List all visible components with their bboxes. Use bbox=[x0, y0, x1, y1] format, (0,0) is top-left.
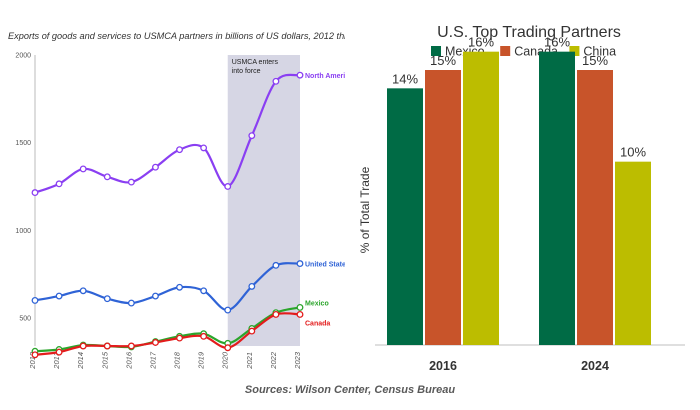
data-point-canada bbox=[31, 351, 39, 359]
x-tick-label: 2023 bbox=[293, 351, 302, 370]
legend-swatch-mexico bbox=[431, 46, 441, 56]
data-label-canada-2016: 15% bbox=[430, 53, 456, 68]
data-point-canada bbox=[127, 342, 135, 350]
data-point-north-america bbox=[103, 173, 111, 181]
data-point-united-states bbox=[272, 261, 280, 269]
data-point-canada bbox=[79, 342, 87, 350]
data-point-united-states bbox=[103, 295, 111, 303]
data-point-north-america bbox=[296, 71, 304, 79]
data-point-united-states bbox=[248, 282, 256, 290]
data-point-united-states bbox=[79, 287, 87, 295]
y-tick-label: 2000 bbox=[15, 53, 31, 60]
x-tick-label: 2022 bbox=[269, 351, 278, 370]
bar-china-2024 bbox=[615, 161, 651, 345]
y-axis-label: % of Total Trade bbox=[358, 166, 372, 253]
data-point-canada bbox=[224, 344, 232, 352]
data-point-canada bbox=[152, 339, 159, 346]
bar-mexico-2016 bbox=[387, 88, 423, 345]
data-point-north-america bbox=[272, 77, 280, 85]
y-tick-label: 500 bbox=[19, 315, 31, 322]
data-label-mexico-2016: 14% bbox=[392, 71, 418, 86]
usmca-exports-line-chart: Exports of goods and services to USMCA p… bbox=[8, 31, 345, 370]
usmca-annotation-line: into force bbox=[232, 68, 261, 75]
data-point-united-states bbox=[31, 296, 39, 304]
x-tick-label: 2016 bbox=[124, 351, 133, 370]
data-point-north-america bbox=[248, 132, 256, 140]
data-point-united-states bbox=[176, 283, 183, 291]
y-tick-label: 1500 bbox=[15, 140, 31, 147]
series-label-canada: Canada bbox=[305, 320, 330, 327]
data-point-united-states bbox=[200, 287, 208, 295]
usmca-annotation: USMCA enters into force bbox=[232, 59, 279, 75]
line-chart-title: Exports of goods and services to USMCA p… bbox=[8, 31, 345, 41]
usmca-annotation-line: USMCA enters bbox=[232, 59, 279, 66]
category-label-2016: 2016 bbox=[429, 359, 457, 373]
x-tick-label: 2012 bbox=[28, 351, 37, 370]
data-point-canada bbox=[272, 310, 280, 318]
legend-label-china: China bbox=[583, 45, 616, 59]
data-point-north-america bbox=[152, 163, 159, 171]
data-point-north-america bbox=[127, 178, 135, 186]
data-point-canada bbox=[200, 332, 208, 340]
data-label-mexico-2024: 16% bbox=[544, 35, 570, 50]
data-point-north-america bbox=[224, 183, 232, 190]
legend-swatch-china bbox=[569, 46, 580, 56]
data-point-north-america bbox=[79, 165, 87, 173]
bar-chart-title: U.S. Top Trading Partners bbox=[437, 24, 621, 41]
y-tick-label: 1000 bbox=[15, 228, 31, 235]
bar-mexico-2024 bbox=[539, 51, 575, 346]
data-point-north-america bbox=[31, 189, 39, 197]
x-tick-label: 2014 bbox=[76, 352, 85, 370]
x-tick-label: 2021 bbox=[245, 352, 254, 370]
data-point-north-america bbox=[55, 180, 63, 188]
data-point-united-states bbox=[152, 292, 159, 300]
data-label-canada-2024: 15% bbox=[582, 53, 608, 68]
x-tick-label: 2018 bbox=[173, 351, 182, 370]
data-point-canada bbox=[176, 334, 183, 342]
data-point-united-states bbox=[55, 292, 63, 300]
data-point-canada bbox=[55, 348, 63, 356]
x-tick-label: 2015 bbox=[100, 351, 109, 370]
data-point-canada bbox=[248, 327, 256, 335]
bar-canada-2016 bbox=[425, 70, 461, 345]
series-label-mexico: Mexico bbox=[305, 300, 329, 307]
source-note: Sources: Wilson Center, Census Bureau bbox=[244, 384, 456, 396]
data-label-china-2024: 10% bbox=[620, 145, 646, 160]
data-point-canada bbox=[296, 310, 304, 318]
x-tick-label: 2013 bbox=[52, 351, 61, 370]
data-point-north-america bbox=[200, 144, 208, 152]
data-point-united-states bbox=[224, 306, 232, 314]
bar-china-2016 bbox=[463, 51, 499, 346]
series-label-united-states: United States bbox=[305, 262, 345, 269]
data-point-canada bbox=[103, 342, 111, 350]
data-label-china-2016: 16% bbox=[468, 35, 494, 50]
data-point-mexico bbox=[296, 303, 304, 311]
data-point-united-states bbox=[127, 299, 135, 307]
data-point-north-america bbox=[176, 146, 183, 154]
data-point-united-states bbox=[296, 260, 304, 268]
bar-canada-2024 bbox=[577, 70, 613, 345]
legend-swatch-canada bbox=[500, 46, 511, 56]
x-tick-label: 2019 bbox=[197, 351, 206, 370]
x-tick-label: 2017 bbox=[148, 351, 157, 370]
x-tick-label: 2020 bbox=[221, 351, 230, 370]
series-label-north-america: North America bbox=[305, 73, 345, 80]
category-label-2024: 2024 bbox=[581, 359, 609, 373]
